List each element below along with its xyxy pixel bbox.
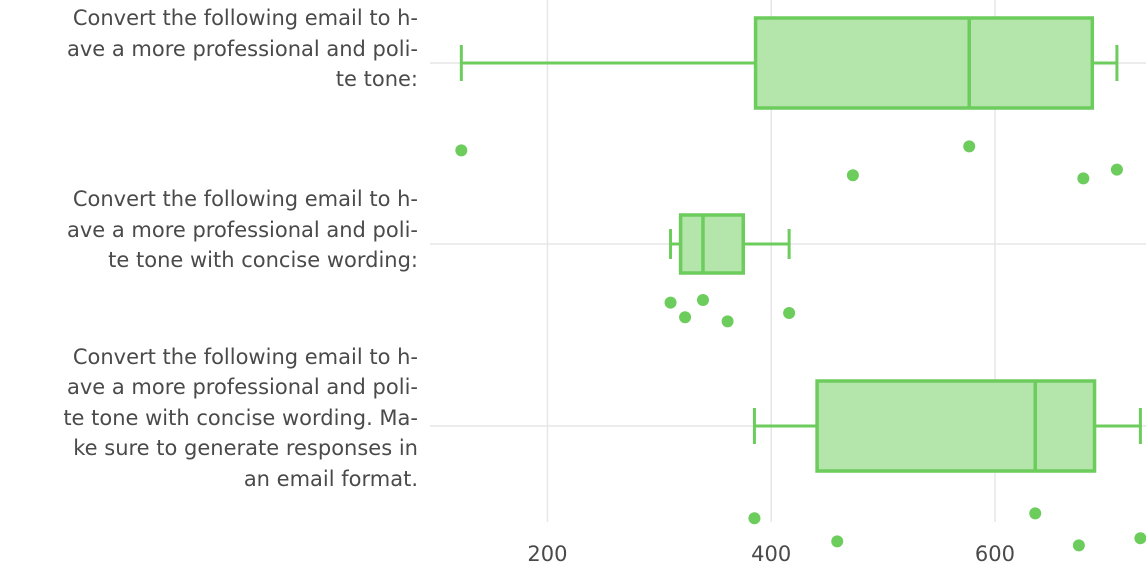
data-point xyxy=(963,140,976,153)
category-label-line: Convert the following email to h- xyxy=(72,344,418,369)
category-label: Convert the following email to h-ave a m… xyxy=(67,184,418,276)
category-label: Convert the following email to h-ave a m… xyxy=(67,3,418,95)
category-label-line: ke sure to generate responses in xyxy=(73,436,418,461)
box xyxy=(678,213,745,275)
data-point xyxy=(679,311,692,324)
category-label-line: te tone with concise wording: xyxy=(108,248,418,273)
data-point xyxy=(455,144,468,157)
category-label-line: Convert the following email to h- xyxy=(72,187,418,212)
category-label: Convert the following email to h-ave a m… xyxy=(63,342,418,495)
data-point xyxy=(748,512,761,525)
box xyxy=(753,16,1095,110)
data-point xyxy=(1110,163,1123,176)
data-point xyxy=(846,169,859,182)
category-label-line: Convert the following email to h- xyxy=(72,6,418,31)
data-point xyxy=(664,296,677,309)
box xyxy=(815,379,1097,473)
data-point xyxy=(1134,532,1146,545)
category-label-line: ave a more professional and poli- xyxy=(66,217,418,242)
data-point xyxy=(721,315,734,328)
category-label-line: ave a more professional and poli- xyxy=(66,375,418,400)
x-tick-label: 200 xyxy=(527,542,567,566)
category-label-line: ave a more professional and poli- xyxy=(66,36,418,61)
data-point xyxy=(831,535,844,548)
data-point xyxy=(696,294,709,307)
category-label-line: te tone: xyxy=(335,67,418,92)
category-label-line: te tone with concise wording. Ma- xyxy=(63,405,418,430)
data-point xyxy=(783,307,796,320)
data-point xyxy=(1077,172,1090,185)
data-point xyxy=(1029,507,1042,520)
category-label-line: an email format. xyxy=(243,466,418,491)
x-tick-label: 400 xyxy=(751,542,791,566)
x-tick-label: 600 xyxy=(975,542,1015,566)
data-point xyxy=(1072,539,1085,552)
